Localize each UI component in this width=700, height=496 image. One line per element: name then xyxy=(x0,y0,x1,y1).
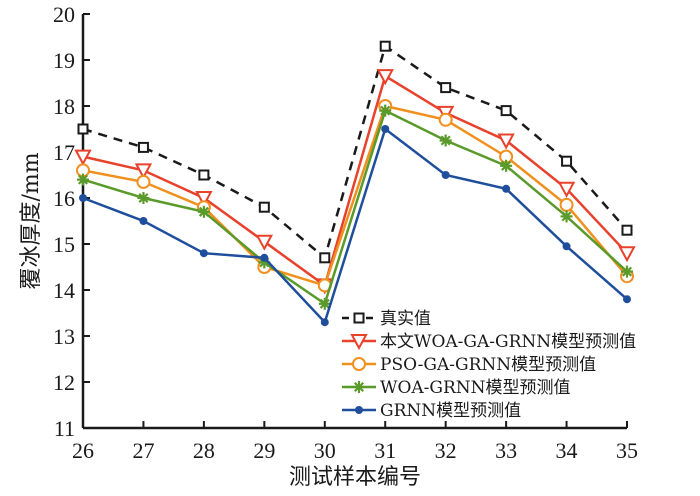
data-point xyxy=(379,40,391,52)
x-tick-label: 33 xyxy=(495,438,517,463)
legend-label: 本文WOA-GA-GRNN模型预测值 xyxy=(380,332,636,352)
y-tick-label: 19 xyxy=(53,48,75,73)
legend-marker xyxy=(353,312,365,324)
x-tick-label: 28 xyxy=(193,438,215,463)
data-point xyxy=(260,253,269,262)
legend-marker xyxy=(353,381,365,393)
y-tick-label: 16 xyxy=(53,186,75,211)
legend-item: GRNN模型预测值 xyxy=(342,401,521,421)
x-tick-label: 26 xyxy=(72,438,94,463)
data-point xyxy=(623,295,631,304)
series-line xyxy=(82,126,628,325)
legend-label: GRNN模型预测值 xyxy=(380,401,521,421)
data-point xyxy=(255,234,274,251)
series-1 xyxy=(74,69,636,295)
y-tick-label: 17 xyxy=(53,140,75,165)
legend-item: WOA-GRNN模型预测值 xyxy=(342,378,571,398)
data-point xyxy=(134,163,153,180)
x-tick-label: 32 xyxy=(435,438,457,463)
y-tick-label: 11 xyxy=(54,416,75,441)
y-tick-label: 13 xyxy=(53,324,75,349)
series-2 xyxy=(76,99,634,293)
x-tick-label: 30 xyxy=(314,438,336,463)
y-tick-label: 14 xyxy=(53,278,75,303)
data-point xyxy=(618,246,636,263)
x-tick-label: 27 xyxy=(132,438,154,463)
data-point xyxy=(198,169,210,181)
data-point xyxy=(621,224,633,236)
data-point xyxy=(320,318,329,327)
y-axis-title: 覆冰厚度/mm xyxy=(19,152,44,289)
data-point xyxy=(500,159,513,172)
data-point xyxy=(319,252,331,264)
data-point xyxy=(441,171,450,179)
series-0 xyxy=(77,40,633,264)
series-4 xyxy=(79,125,631,327)
data-point xyxy=(136,174,151,189)
series-line xyxy=(82,74,628,288)
data-point xyxy=(74,149,92,166)
data-point xyxy=(560,210,573,223)
data-point xyxy=(562,242,571,251)
data-point xyxy=(77,123,89,135)
legend-item: 本文WOA-GA-GRNN模型预测值 xyxy=(342,332,636,352)
data-point xyxy=(502,184,511,193)
legend-item: PSO-GA-GRNN模型预测值 xyxy=(342,355,596,375)
data-point xyxy=(137,141,149,153)
y-tick-label: 18 xyxy=(53,94,75,119)
data-point xyxy=(379,104,392,117)
data-point xyxy=(440,82,452,94)
legend-marker xyxy=(355,406,363,414)
data-point xyxy=(258,201,270,213)
data-point xyxy=(77,173,89,186)
series-line xyxy=(82,44,628,260)
data-point xyxy=(381,125,390,133)
legend-marker xyxy=(350,334,368,351)
x-tick-label: 31 xyxy=(374,438,396,463)
data-point xyxy=(195,191,213,208)
data-point xyxy=(559,197,574,212)
data-point xyxy=(376,69,394,86)
data-point xyxy=(79,194,87,202)
data-point xyxy=(621,265,633,278)
data-point xyxy=(318,297,331,310)
y-tick-label: 12 xyxy=(53,370,75,395)
y-tick-label: 20 xyxy=(53,2,75,27)
x-tick-label: 34 xyxy=(556,438,578,463)
data-point xyxy=(557,181,576,198)
y-tick-label: 15 xyxy=(53,232,75,257)
data-point xyxy=(199,249,208,258)
series-line xyxy=(82,108,628,306)
series-3 xyxy=(77,104,633,310)
data-point xyxy=(497,133,515,150)
legend-item: 真实值 xyxy=(342,309,431,329)
x-axis-title: 测试样本编号 xyxy=(289,465,421,490)
data-point xyxy=(139,217,148,225)
series-layer xyxy=(74,40,636,327)
data-point xyxy=(137,192,150,204)
legend-label: 真实值 xyxy=(380,309,431,329)
data-point xyxy=(439,134,452,147)
series-line xyxy=(82,104,628,287)
legend-label: PSO-GA-GRNN模型预测值 xyxy=(380,355,596,375)
data-point xyxy=(438,112,453,127)
data-point xyxy=(197,205,210,218)
legend-marker xyxy=(352,357,366,371)
data-point xyxy=(500,105,512,117)
x-tick-label: 35 xyxy=(616,438,638,463)
legend-label: WOA-GRNN模型预测值 xyxy=(380,378,571,398)
axes: 11 12 13 14 15 16 17 18 19 20 26 27 28 29 30 31 32 33 34 35 xyxy=(53,2,638,463)
x-tick-label: 29 xyxy=(253,438,275,463)
data-point xyxy=(561,155,573,167)
